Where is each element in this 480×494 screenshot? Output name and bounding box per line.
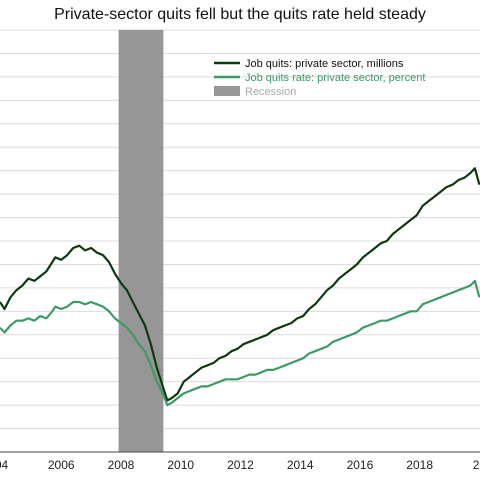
- x-tick-label: 2010: [167, 458, 194, 472]
- recession-band: [118, 30, 164, 452]
- legend-swatch: [214, 86, 240, 96]
- legend-label: Recession: [245, 86, 296, 98]
- x-tick-label: 2012: [227, 458, 254, 472]
- chart-title: Private-sector quits fell but the quits …: [54, 6, 426, 23]
- x-tick-label: 2014: [287, 458, 314, 472]
- x-tick-label: 04: [0, 458, 8, 472]
- x-tick-label: 20: [473, 458, 480, 472]
- x-tick-label: 2006: [48, 458, 75, 472]
- x-tick-label: 2008: [108, 458, 135, 472]
- legend-label: Job quits rate: private sector, percent: [245, 72, 425, 84]
- x-tick-label: 2018: [406, 458, 433, 472]
- x-tick-label: 2016: [347, 458, 374, 472]
- quits-millions-line: [0, 167, 480, 402]
- quits-rate-line: [0, 279, 480, 407]
- legend-label: Job quits: private sector, millions: [245, 58, 404, 70]
